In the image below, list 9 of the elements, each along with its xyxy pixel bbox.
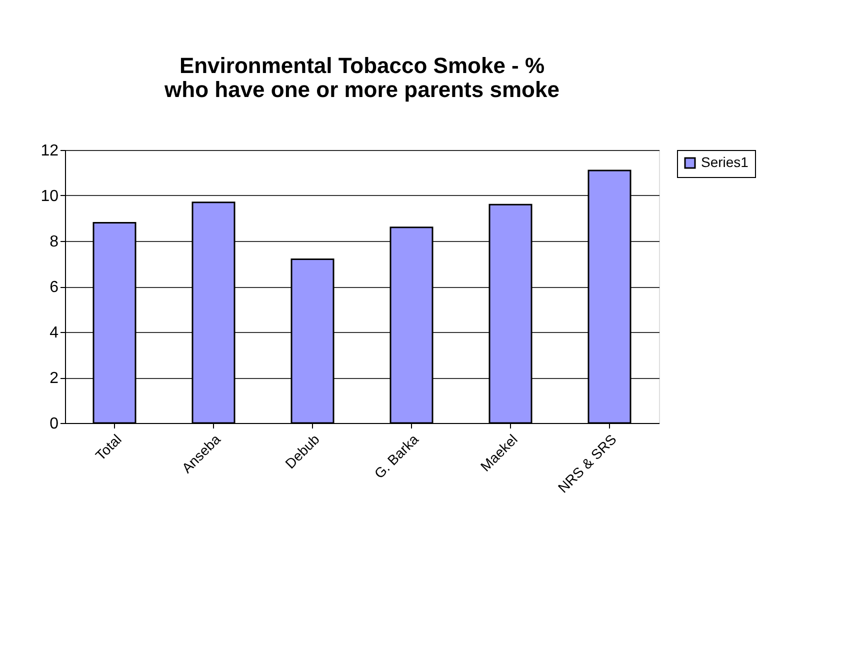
y-tick-label: 10 — [40, 188, 59, 205]
y-tick-label: 2 — [50, 370, 59, 387]
y-tick-label: 6 — [50, 279, 59, 296]
y-tick-label: 4 — [50, 324, 59, 342]
y-tick-label: 0 — [50, 416, 59, 432]
y-tick-label: 8 — [50, 234, 59, 250]
legend-label: Series1 — [701, 154, 749, 170]
chart-title: Environmental Tobacco Smoke - % who have one or more parents smoke — [164, 53, 560, 102]
y-tick-label: 12 — [40, 142, 59, 160]
